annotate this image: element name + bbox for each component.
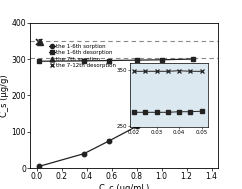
- Y-axis label: C_s (μg/g): C_s (μg/g): [0, 74, 9, 117]
- X-axis label: C_c (μg/mL): C_c (μg/mL): [99, 184, 149, 189]
- Legend: the 1-6th sorption, the 1-6th desorption, the 7th sorption, the 7-12th desorptio: the 1-6th sorption, the 1-6th desorption…: [48, 43, 117, 69]
